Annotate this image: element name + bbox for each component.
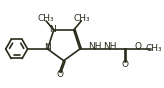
Text: CH₃: CH₃ <box>38 14 54 23</box>
Text: O: O <box>121 60 128 69</box>
Text: N: N <box>49 25 56 34</box>
Text: O: O <box>56 70 63 79</box>
Text: N: N <box>44 43 51 52</box>
Text: NH: NH <box>88 42 102 51</box>
Text: CH₃: CH₃ <box>145 45 162 54</box>
Text: NH: NH <box>103 42 116 51</box>
Text: O: O <box>134 42 141 51</box>
Text: CH₃: CH₃ <box>73 14 90 23</box>
